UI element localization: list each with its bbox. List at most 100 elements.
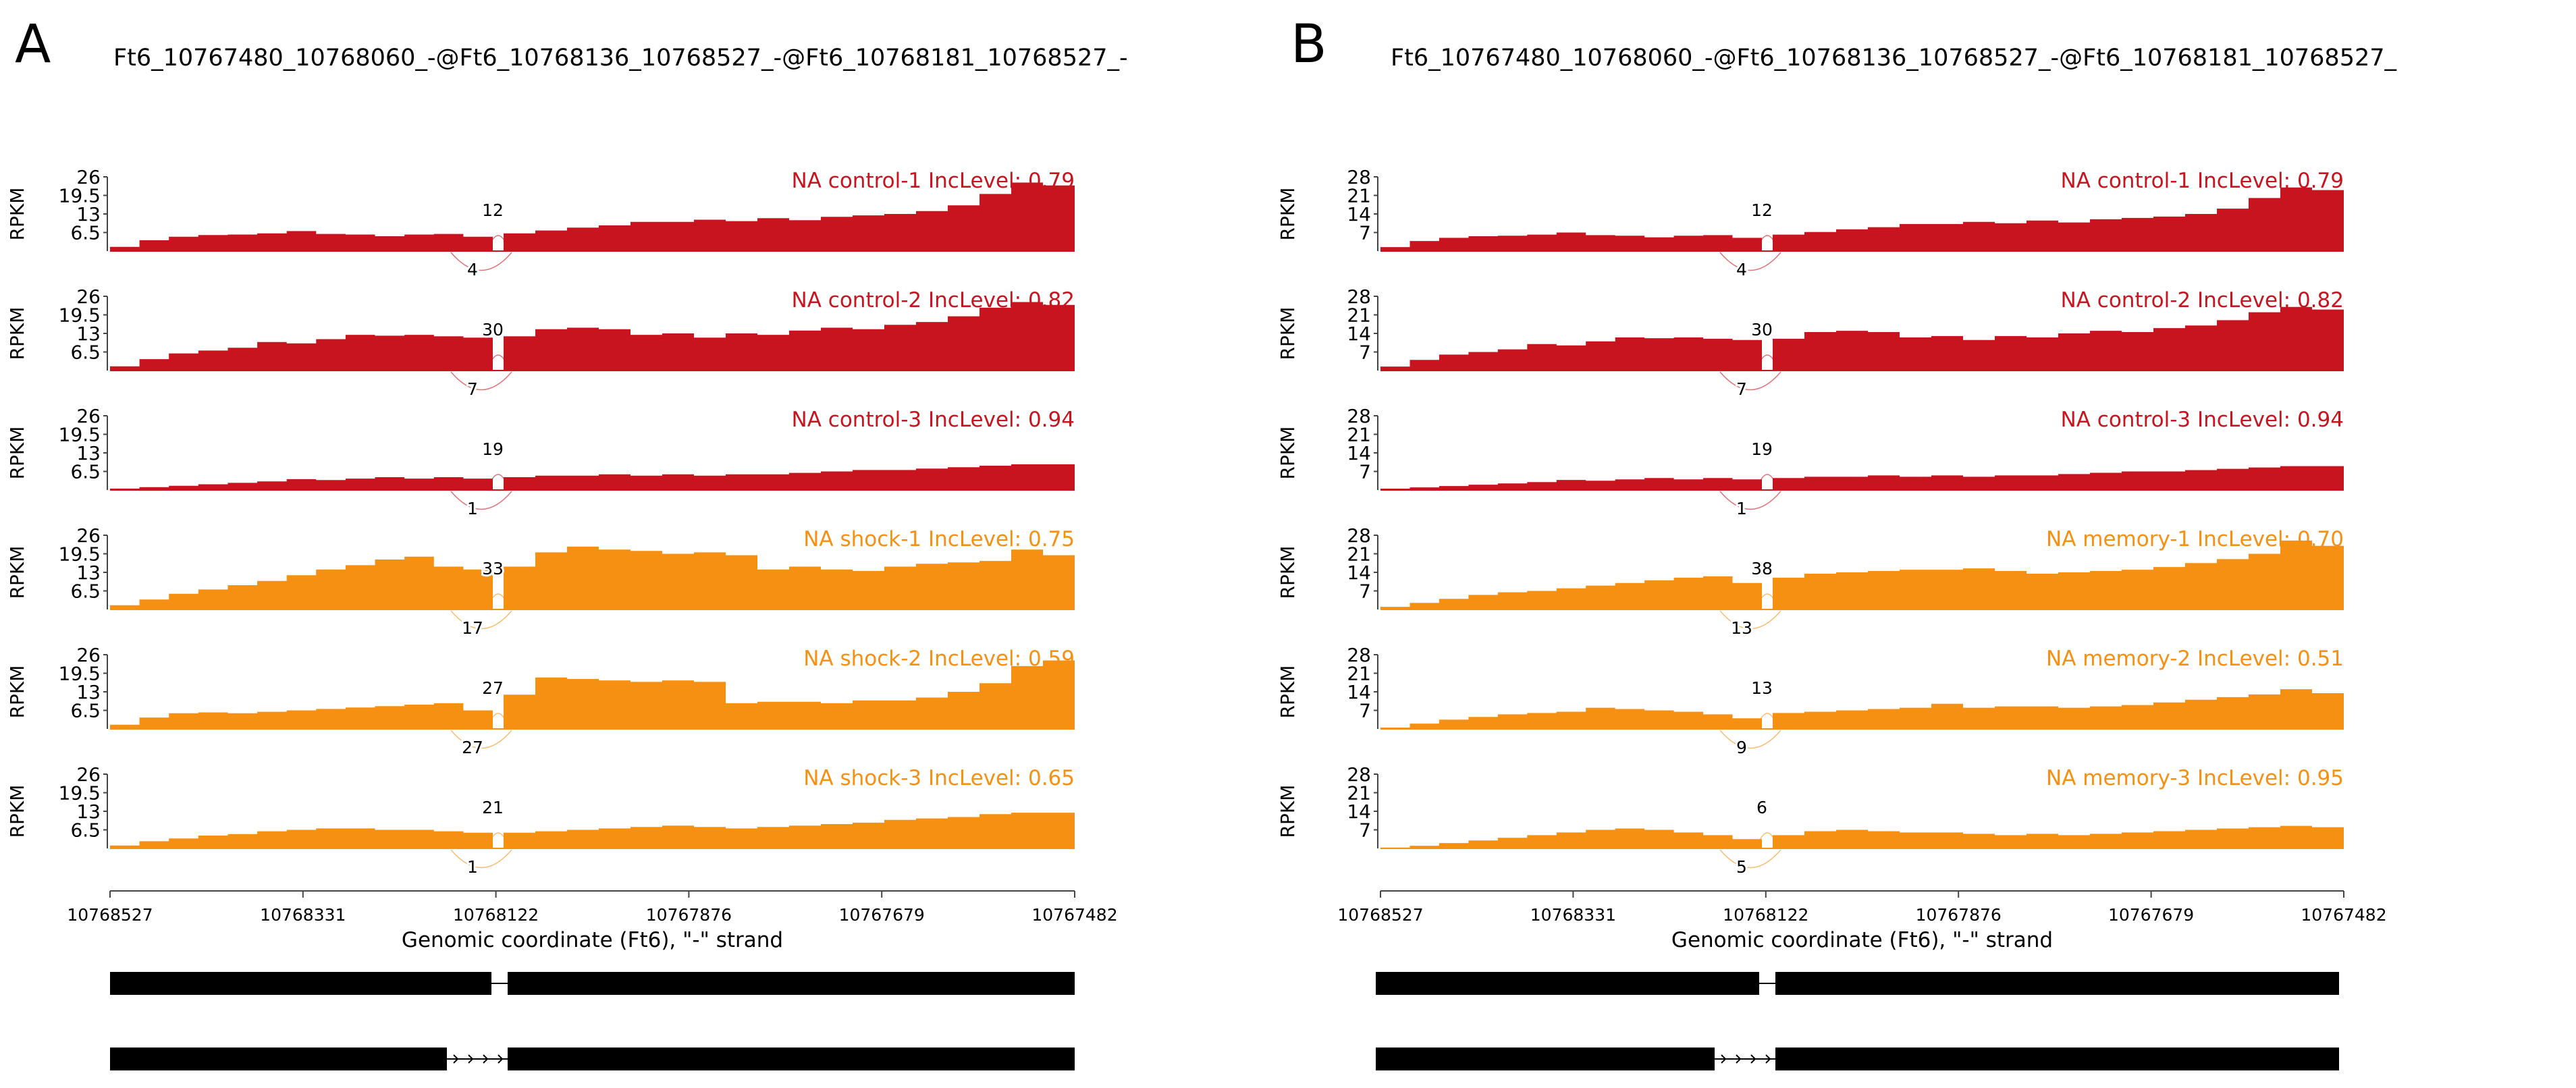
sample-label: NA shock-2 IncLevel: 0.59 xyxy=(803,647,1075,671)
y-tick-label: 7 xyxy=(1359,580,1371,603)
y-axis-label: RPKM xyxy=(6,307,28,360)
junction-count-top: 33 xyxy=(482,559,504,578)
sample-label: NA control-3 IncLevel: 0.94 xyxy=(792,408,1075,432)
y-tick-label: 13 xyxy=(76,800,101,823)
x-tick-label: 10768122 xyxy=(1723,905,1808,925)
exon-block xyxy=(1376,972,1759,995)
coverage-upstream xyxy=(1380,828,1762,848)
y-axis-label: RPKM xyxy=(1277,307,1299,360)
junction-count-bottom: 4 xyxy=(1736,260,1747,279)
junction-count-bottom: 4 xyxy=(467,260,478,279)
junction-arc-top xyxy=(488,235,508,248)
coverage-upstream xyxy=(1380,478,1762,490)
junction-arc-bottom xyxy=(1719,491,1781,510)
junction-count-bottom: 17 xyxy=(462,618,483,638)
strand-arrow xyxy=(468,1054,474,1064)
junction-count-bottom: 13 xyxy=(1731,618,1752,638)
y-tick-label: 7 xyxy=(1359,700,1371,722)
junction-count-top: 19 xyxy=(482,439,504,459)
panel-letter: B xyxy=(1291,14,1327,75)
y-tick-label: 7 xyxy=(1359,461,1371,483)
coverage-upstream xyxy=(1380,707,1762,729)
y-tick-label: 7 xyxy=(1359,222,1371,244)
y-tick-label: 26 xyxy=(76,644,101,666)
strand-arrow xyxy=(498,1054,504,1064)
sample-label: NA shock-1 IncLevel: 0.75 xyxy=(803,527,1075,551)
exon-block xyxy=(1775,972,2339,995)
x-axis-label: Genomic coordinate (Ft6), "-" strand xyxy=(402,928,783,952)
junction-arc-bottom xyxy=(1719,849,1781,869)
y-tick-label: 21 xyxy=(1347,304,1371,327)
panel-A: A Ft6_10767480_10768060_-@Ft6_10768136_10… xyxy=(6,14,1128,1070)
isoform-models xyxy=(110,972,1075,1070)
y-tick-label: 26 xyxy=(76,405,101,427)
y-tick-label: 14 xyxy=(1347,442,1371,464)
x-axis: 10768527 10768331 10768122 10767876 10767679… xyxy=(1337,890,2387,952)
y-tick-label: 28 xyxy=(1347,763,1371,786)
junction-count-bottom: 7 xyxy=(467,379,478,399)
y-tick-label: 19.5 xyxy=(59,424,101,446)
sample-label: NA control-2 IncLevel: 0.82 xyxy=(792,288,1075,312)
y-tick-label: 26 xyxy=(76,166,101,188)
y-tick-label: 19.5 xyxy=(59,304,101,327)
coverage-upstream xyxy=(1380,337,1762,371)
x-axis-label: Genomic coordinate (Ft6), "-" strand xyxy=(1671,928,2053,952)
y-tick-label: 28 xyxy=(1347,166,1371,188)
y-tick-label: 21 xyxy=(1347,185,1371,207)
y-tick-label: 6.5 xyxy=(70,222,101,244)
y-tick-label: 13 xyxy=(76,442,101,464)
y-tick-label: 21 xyxy=(1347,782,1371,805)
junction-count-top: 12 xyxy=(1751,200,1773,220)
y-axis-label: RPKM xyxy=(1277,427,1299,480)
y-tick-label: 21 xyxy=(1347,663,1371,685)
junction-arc-bottom xyxy=(450,252,512,271)
y-axis-label: RPKM xyxy=(1277,665,1299,719)
junction-count-top: 27 xyxy=(482,678,504,698)
sample-label: NA memory-1 IncLevel: 0.70 xyxy=(2046,527,2344,551)
y-tick-label: 6.5 xyxy=(70,461,101,483)
isoform-models xyxy=(1376,972,2339,1070)
sample-label: NA control-3 IncLevel: 0.94 xyxy=(2061,408,2344,432)
strand-arrow xyxy=(1736,1054,1742,1064)
y-axis-label: RPKM xyxy=(6,546,28,599)
y-tick-label: 26 xyxy=(76,763,101,786)
coverage-upstream xyxy=(110,828,493,848)
junction-arc-top xyxy=(1757,593,1777,606)
strand-arrow xyxy=(483,1054,489,1064)
y-axis-label: RPKM xyxy=(6,785,28,838)
panel-title: Ft6_10767480_10768060_-@Ft6_10768136_107… xyxy=(1391,45,2396,72)
coverage-upstream xyxy=(110,335,493,371)
junction-count-top: 30 xyxy=(482,320,504,339)
coverage-downstream xyxy=(504,660,1075,729)
junction-arc-top xyxy=(1757,235,1777,248)
y-tick-label: 14 xyxy=(1347,562,1371,584)
junction-arc-top xyxy=(488,832,508,845)
y-tick-label: 28 xyxy=(1347,644,1371,666)
coverage-downstream xyxy=(504,464,1075,490)
y-tick-label: 19.5 xyxy=(59,185,101,207)
y-tick-label: 28 xyxy=(1347,405,1371,427)
y-tick-label: 13 xyxy=(76,681,101,703)
sample-label: NA memory-3 IncLevel: 0.95 xyxy=(2046,766,2344,790)
junction-arc-top xyxy=(488,593,508,606)
junction-count-top: 30 xyxy=(1751,320,1773,339)
coverage-downstream xyxy=(1773,306,2344,371)
exon-block xyxy=(110,1048,447,1070)
y-tick-label: 14 xyxy=(1347,681,1371,703)
y-tick-label: 28 xyxy=(1347,285,1371,308)
exon-block xyxy=(1775,1048,2339,1070)
junction-arc-top xyxy=(1757,832,1777,845)
panel-title: Ft6_10767480_10768060_-@Ft6_10768136_107… xyxy=(113,45,1128,72)
y-tick-label: 13 xyxy=(76,323,101,345)
junction-arc-top xyxy=(1757,354,1777,367)
junction-count-top: 21 xyxy=(482,798,504,817)
y-axis-label: RPKM xyxy=(6,665,28,719)
y-tick-label: 7 xyxy=(1359,819,1371,842)
